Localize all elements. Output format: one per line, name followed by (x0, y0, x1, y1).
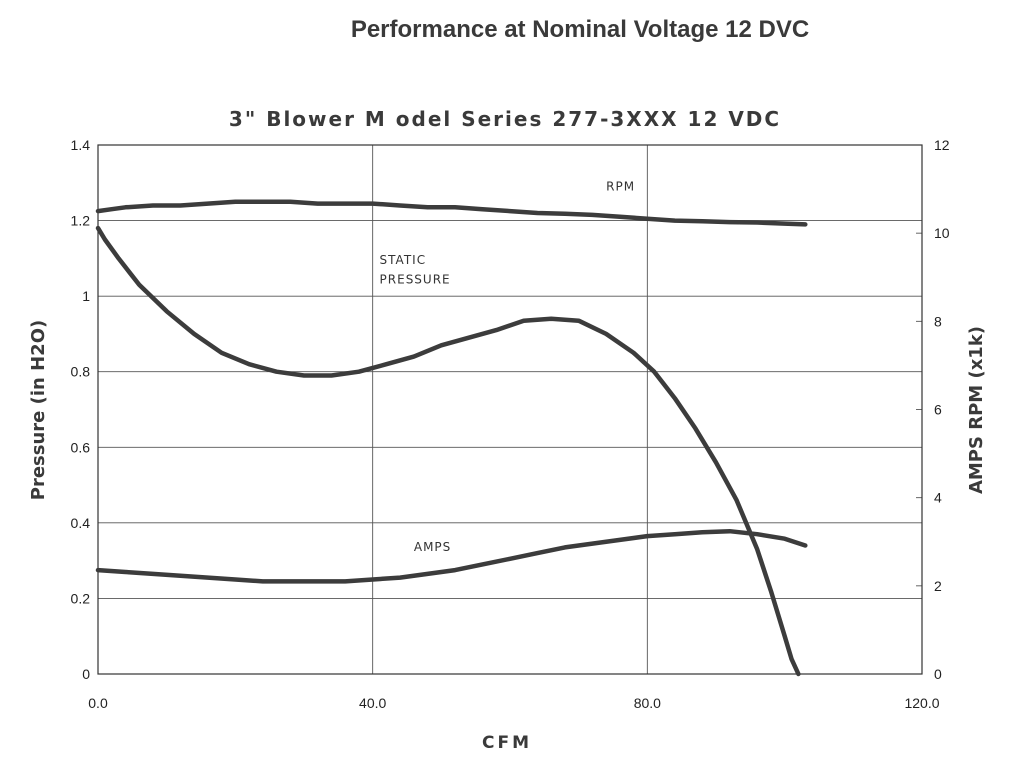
y2-tick-label: 6 (934, 402, 942, 418)
y2-tick-label: 2 (934, 578, 942, 594)
page-title: Performance at Nominal Voltage 12 DVC (350, 16, 810, 43)
x-axis-title: CFM (482, 733, 532, 753)
y-axis-title: Pressure (in H2O) (28, 320, 49, 500)
y-tick-label: 1.4 (71, 137, 91, 153)
y-tick-label: 0.2 (71, 590, 91, 606)
annotation-label: AMPS (414, 540, 451, 554)
y-tick-label: 0.6 (71, 439, 91, 455)
chart-annotations: RPM STATIC PRESSURE AMPS (380, 179, 635, 554)
series-line-amps (95, 528, 808, 584)
annotation-label: STATIC (380, 253, 427, 267)
annotation-label: RPM (606, 179, 635, 193)
series-line-static-pressure (95, 225, 801, 677)
y2-tick-label: 0 (934, 666, 942, 682)
x-tick-label: 0.0 (88, 695, 108, 711)
y2-tick-label: 10 (934, 225, 950, 241)
plot-area-frame (97, 144, 923, 675)
y2-axis-title: AMPS RPM (x1k) (966, 326, 987, 494)
y-tick-label: 0.4 (71, 515, 91, 531)
x-tick-label: 120.0 (904, 695, 939, 711)
x-tick-label: 40.0 (359, 695, 386, 711)
y2-tick-label: 4 (934, 490, 942, 506)
y2-tick-label: 12 (934, 137, 950, 153)
series-line-rpm (95, 199, 808, 227)
x-tick-label: 80.0 (634, 695, 661, 711)
chart-title: 3" Blower M odel Series 277-3XXX 12 VDC (229, 107, 781, 131)
y2-tick-label: 8 (934, 313, 942, 329)
y-tick-label: 1.2 (71, 213, 91, 229)
chart-series (95, 199, 808, 677)
y-tick-label: 0.8 (71, 364, 91, 380)
y-tick-label: 1 (82, 288, 90, 304)
annotation-label: PRESSURE (380, 273, 451, 287)
y-tick-label: 0 (82, 666, 90, 682)
